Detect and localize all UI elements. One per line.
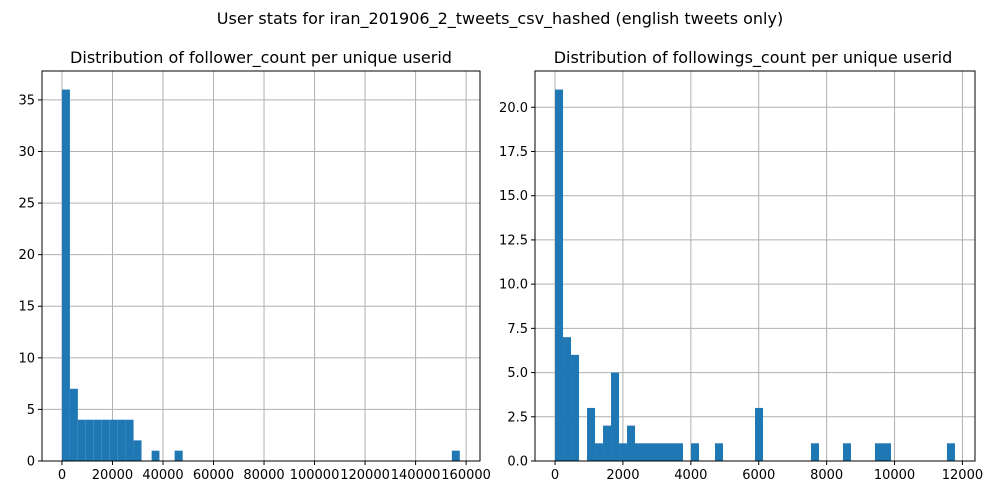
histogram-bar <box>882 443 891 461</box>
histogram-bar <box>151 450 160 461</box>
histogram-bar <box>77 419 86 461</box>
followings-count-histogram: Distribution of followings_count per uni… <box>499 48 983 483</box>
y-tick-label: 30 <box>18 145 35 160</box>
histogram-bar <box>755 407 763 461</box>
x-tick-label: 6000 <box>742 468 775 483</box>
x-tick-label: 4000 <box>674 468 707 483</box>
histogram-bar <box>946 443 955 461</box>
histogram-bar <box>874 443 883 461</box>
y-tick-label: 25 <box>18 197 35 212</box>
y-tick-label: 15 <box>18 300 35 315</box>
histogram-bar <box>667 443 676 461</box>
x-tick-label: 60000 <box>193 468 234 483</box>
histogram-bar <box>659 443 668 461</box>
histogram-bar <box>563 337 572 461</box>
y-tick-label: 5 <box>27 403 35 418</box>
y-tick-label: 20.0 <box>499 101 528 116</box>
x-tick-label: 140000 <box>391 468 441 483</box>
x-tick-label: 12000 <box>942 468 983 483</box>
histogram-bar <box>635 443 644 461</box>
x-tick-label: 0 <box>551 468 559 483</box>
x-tick-label: 120000 <box>340 468 390 483</box>
x-tick-label: 100000 <box>290 468 340 483</box>
chart-title: Distribution of followings_count per uni… <box>554 48 953 68</box>
histogram-bar <box>451 450 460 461</box>
y-tick-label: 20 <box>18 248 35 263</box>
histogram-bar <box>611 372 620 461</box>
y-tick-label: 2.5 <box>507 410 528 425</box>
y-tick-label: 17.5 <box>499 145 528 160</box>
histogram-bar <box>109 419 118 461</box>
x-tick-label: 40000 <box>142 468 183 483</box>
y-tick-label: 0 <box>27 455 35 470</box>
histogram-bar <box>651 443 660 461</box>
y-tick-label: 0.0 <box>507 455 528 470</box>
histogram-bar <box>603 425 612 461</box>
x-tick-label: 20000 <box>92 468 133 483</box>
y-tick-label: 15.0 <box>499 189 528 204</box>
histogram-bar <box>595 443 604 461</box>
x-tick-label: 10000 <box>874 468 915 483</box>
y-tick-label: 12.5 <box>499 233 528 248</box>
histogram-bar <box>675 443 684 461</box>
y-tick-label: 7.5 <box>507 322 528 337</box>
histogram-bar <box>587 407 596 461</box>
histogram-bar <box>691 443 700 461</box>
x-tick-label: 8000 <box>810 468 843 483</box>
x-tick-label: 160000 <box>441 468 491 483</box>
y-tick-label: 10.0 <box>499 278 528 293</box>
x-tick-label: 80000 <box>243 468 284 483</box>
histogram-bar <box>125 419 134 461</box>
histogram-bar <box>627 425 636 461</box>
histogram-bar <box>643 443 652 461</box>
histogram-bar <box>101 419 110 461</box>
histogram-bar <box>555 89 564 462</box>
axes-frame <box>534 70 976 462</box>
figure-suptitle: User stats for iran_201906_2_tweets_csv_… <box>217 9 783 29</box>
histogram-bar <box>842 443 851 461</box>
y-tick-label: 35 <box>18 93 35 108</box>
y-tick-label: 5.0 <box>507 366 528 381</box>
histogram-bar <box>571 354 580 461</box>
histogram-bar <box>85 419 94 461</box>
histogram-bar <box>69 388 78 461</box>
follower-count-histogram: Distribution of follower_count per uniqu… <box>18 48 490 483</box>
histogram-bar <box>619 443 628 461</box>
histogram-bar <box>715 443 724 461</box>
histogram-bar <box>61 89 70 462</box>
histogram-bar <box>117 419 126 461</box>
histogram-bar <box>174 450 183 461</box>
axes-frame <box>41 70 481 462</box>
chart-title: Distribution of follower_count per uniqu… <box>70 48 452 68</box>
histogram-bar <box>133 440 142 461</box>
histogram-bar <box>93 419 102 461</box>
x-tick-label: 2000 <box>606 468 639 483</box>
histogram-bar <box>810 443 819 461</box>
x-tick-label: 0 <box>58 468 66 483</box>
y-tick-label: 10 <box>18 351 35 366</box>
